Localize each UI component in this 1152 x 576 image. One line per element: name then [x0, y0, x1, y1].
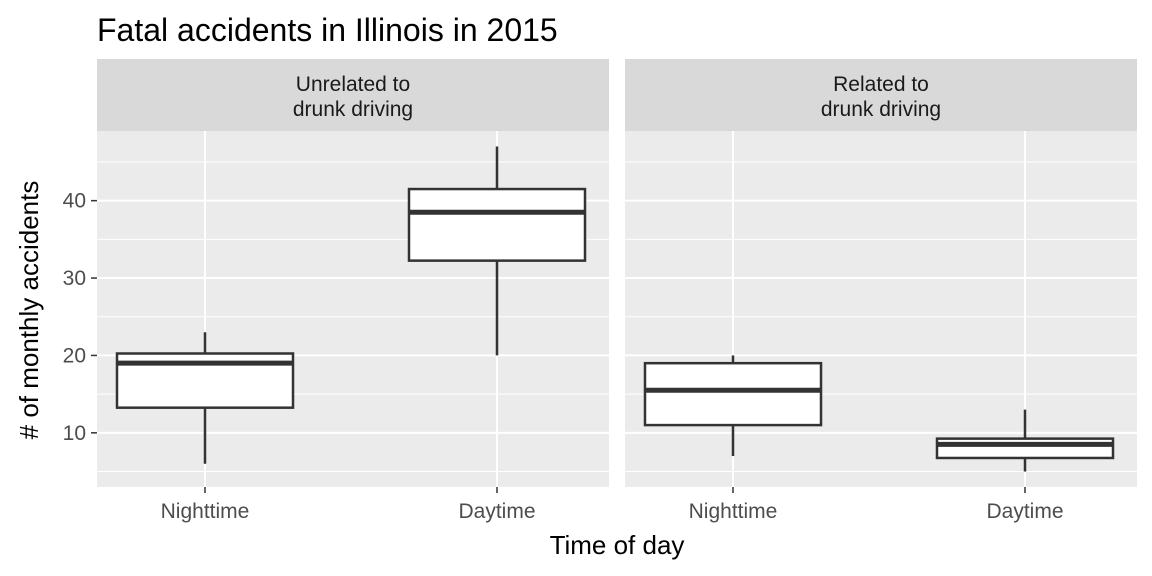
boxplot-nighttime: [115, 332, 295, 464]
box-iqr: [643, 361, 823, 427]
chart-title: Fatal accidents in Illinois in 2015: [97, 12, 558, 48]
facet-strip-label: Related to: [833, 73, 929, 96]
x-axis-title: Time of day: [550, 530, 685, 560]
panel-background: [625, 131, 1137, 487]
x-tick-label: Daytime: [458, 500, 535, 523]
box-iqr: [935, 437, 1115, 460]
facet-strip-label: Unrelated to: [296, 73, 410, 96]
facet-strip-label: drunk driving: [821, 98, 941, 121]
y-tick-label: 40: [63, 190, 86, 213]
facet-strip: [625, 59, 1137, 131]
y-tick-label: 20: [63, 344, 86, 367]
facet-strip-label: drunk driving: [293, 98, 413, 121]
box-iqr: [407, 187, 587, 262]
boxplot-nighttime: [643, 355, 823, 457]
x-tick-label: Daytime: [986, 500, 1063, 523]
y-tick-label: 10: [63, 422, 86, 445]
y-tick-label: 30: [63, 267, 86, 290]
boxplot-daytime: [407, 146, 587, 356]
facet-strip: [97, 59, 609, 131]
x-tick-label: Nighttime: [161, 500, 250, 523]
boxplot-daytime: [935, 409, 1115, 472]
y-axis-title: # of monthly accidents: [14, 181, 44, 440]
x-tick-label: Nighttime: [689, 500, 778, 523]
